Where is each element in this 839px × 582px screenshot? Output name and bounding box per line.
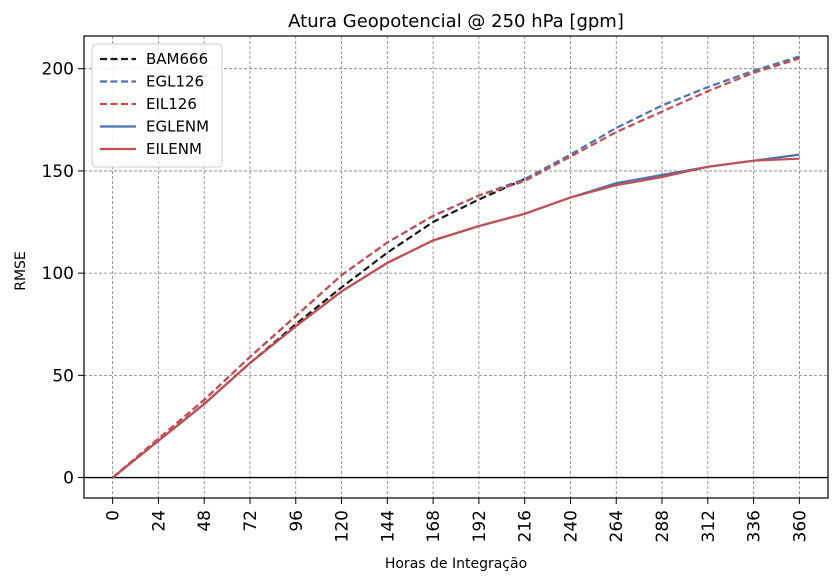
x-tick-label: 48 xyxy=(195,510,215,532)
series-lines xyxy=(111,55,800,479)
series-line-bam666 xyxy=(111,178,526,479)
x-tick-label: 264 xyxy=(607,510,627,542)
y-ticks: 0 50 100 150 200 xyxy=(42,60,84,489)
x-tick-label: 24 xyxy=(149,510,169,532)
x-tick-label: 168 xyxy=(424,510,444,542)
x-tick-label: 144 xyxy=(378,510,398,542)
x-tick-label: 96 xyxy=(287,510,307,532)
chart-title: Atura Geopotencial @ 250 hPa [gpm] xyxy=(288,11,624,32)
legend: BAM666 EGL126 EIL126 EGLENM EILENM xyxy=(91,43,223,168)
x-ticks: 0 24 48 72 96 120 144 168 192 216 240 264 288 312 336 3… xyxy=(104,498,810,542)
grid xyxy=(84,36,828,498)
y-tick-label: 100 xyxy=(42,264,74,284)
x-tick-label: 312 xyxy=(699,510,719,542)
x-axis-label: Horas de Integração xyxy=(385,556,527,572)
y-tick-label: 200 xyxy=(42,60,74,80)
series-line-eilenm xyxy=(111,157,800,479)
x-tick-label: 120 xyxy=(333,510,353,542)
x-tick-label: 288 xyxy=(653,510,673,542)
y-axis-label: RMSE xyxy=(13,251,29,291)
series-line-eil126 xyxy=(111,57,800,479)
y-tick-label: 0 xyxy=(63,469,74,489)
x-tick-label: 360 xyxy=(790,510,810,542)
y-tick-label: 50 xyxy=(52,366,74,386)
legend-box xyxy=(91,43,223,168)
x-tick-label: 240 xyxy=(561,510,581,542)
legend-label: EGL126 xyxy=(146,73,204,91)
x-tick-label: 72 xyxy=(241,510,261,532)
x-tick-label: 192 xyxy=(470,510,490,542)
legend-label: BAM666 xyxy=(146,50,208,68)
x-tick-label: 216 xyxy=(516,510,536,542)
legend-label: EILENM xyxy=(146,140,202,158)
series-line-eglenm xyxy=(111,153,800,479)
x-tick-label: 0 xyxy=(104,510,124,521)
legend-label: EIL126 xyxy=(146,95,197,113)
plot-frame xyxy=(83,35,829,499)
legend-label: EGLENM xyxy=(146,118,209,136)
x-tick-label: 336 xyxy=(745,510,765,542)
y-tick-label: 150 xyxy=(42,162,74,182)
